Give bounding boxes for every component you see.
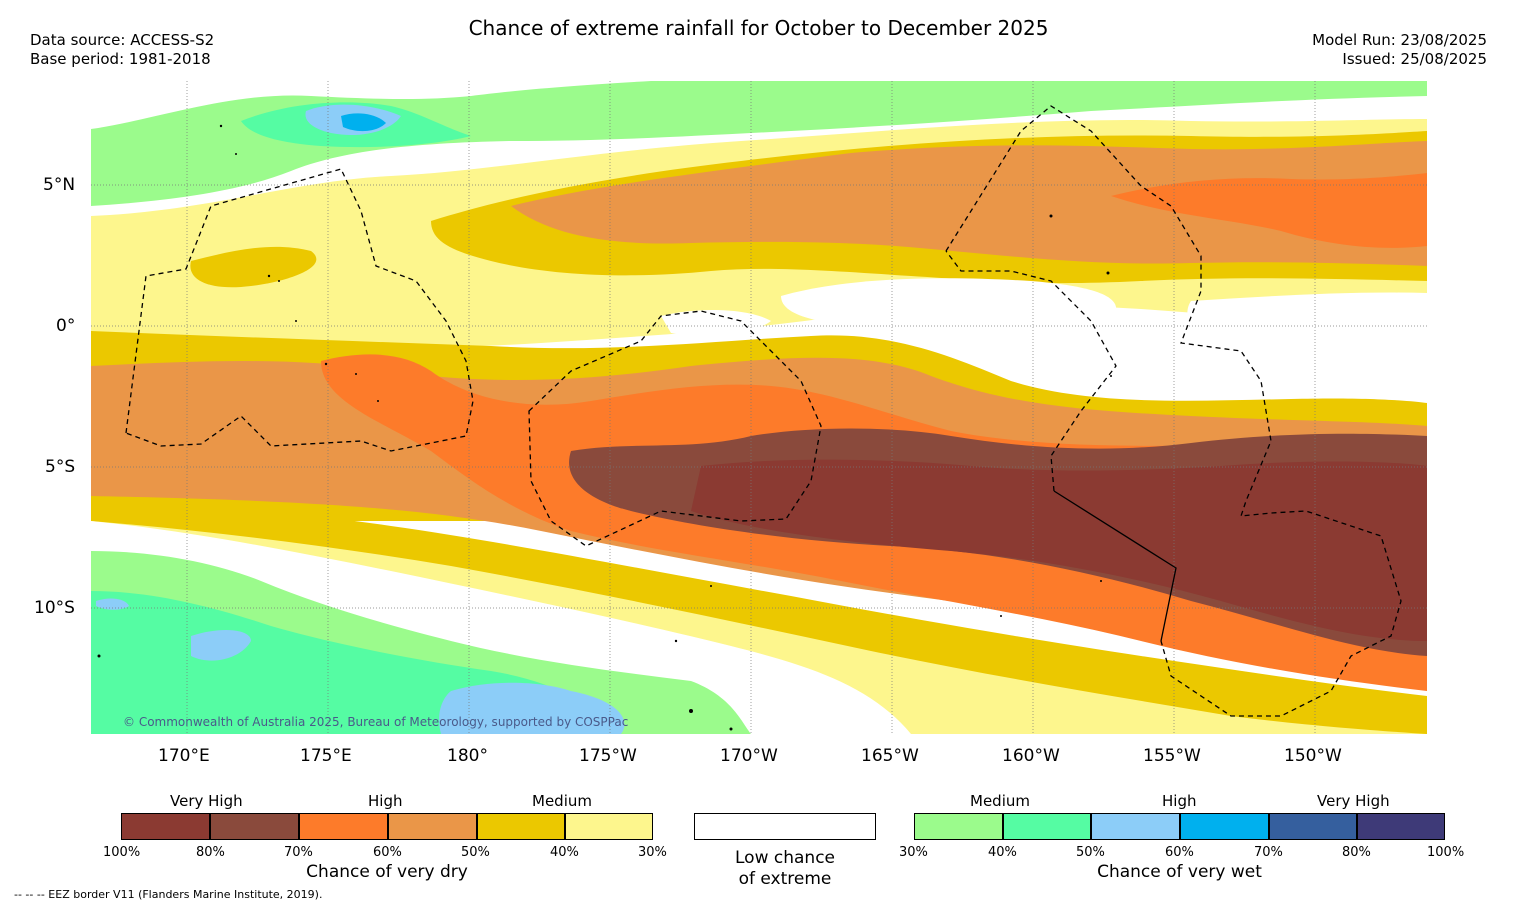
wet-tick-80: 80% [1342,845,1371,860]
base-period-text: Base period: 1981-2018 [30,50,211,68]
north-dry-high [511,141,1427,266]
dry-tick-70: 70% [284,845,313,860]
north-wet-area-4 [341,113,386,132]
lon-label-160w: 160°W [1002,746,1060,766]
island-markers [97,124,1112,731]
eez-borders [125,105,1402,717]
wet-group-high: High [1162,792,1197,810]
south-wet-very-high-2 [439,682,625,734]
dry-caption: Chance of very dry [306,862,468,882]
eez-footnote: -- -- -- EEZ border V11 (Flanders Marine… [14,888,323,901]
wet-swatch-3 [1091,813,1180,840]
south-wet-very-high-3 [96,598,129,610]
map-title: Chance of extreme rainfall for October t… [468,16,1049,40]
dry-tick-40: 40% [550,845,579,860]
north-dry-very-high [1111,173,1427,248]
wet-swatch-5 [1269,813,1357,840]
issued-text: Issued: 25/08/2025 [1342,50,1487,68]
dry-swatch-6 [565,813,653,840]
dry-extreme-core [691,459,1427,641]
wet-swatch-1 [914,813,1003,840]
dry-tick-30: 30% [638,845,667,860]
copyright-text: © Commonwealth of Australia 2025, Bureau… [123,715,628,729]
lon-label-175w: 175°W [579,746,637,766]
low-chance-patch-3 [661,309,771,336]
low-chance-patch-2 [1187,292,1427,349]
wet-tick-60: 60% [1165,845,1194,860]
wet-group-medium: Medium [970,792,1030,810]
lat-label-0: 0° [56,316,76,336]
wet-group-very-high: Very High [1317,792,1390,810]
dry-swatch-2 [210,813,299,840]
dry-group-medium: Medium [532,792,592,810]
lon-label-170e: 170°E [158,746,210,766]
lon-label-175e: 175°E [300,746,352,766]
dry-swatch-1 [121,813,210,840]
low-chance-swatch [694,813,876,840]
low-chance-patch-1 [781,278,1117,334]
dry-swatch-5 [477,813,565,840]
wet-tick-30: 30% [899,845,928,860]
lon-label-165w: 165°W [861,746,919,766]
lat-label-5n: 5°N [43,175,76,195]
dry-group-very-high: Very High [170,792,243,810]
wet-tick-100: 100% [1427,845,1465,860]
south-wet-very-high-1 [191,629,251,661]
lon-label-180: 180° [447,746,488,766]
wet-tick-50: 50% [1076,845,1105,860]
dry-group-high: High [368,792,403,810]
north-wet-area [91,81,1427,206]
dry-tick-50: 50% [461,845,490,860]
wet-swatch-6 [1357,813,1445,840]
dry-tick-60: 60% [373,845,402,860]
dry-swatch-3 [299,813,388,840]
lon-label-150w: 150°W [1284,746,1342,766]
dry-swatch-4 [388,813,477,840]
dry-tick-100: 100% [103,845,141,860]
model-run-text: Model Run: 23/08/2025 [1312,31,1487,49]
wet-tick-40: 40% [988,845,1017,860]
wet-swatch-4 [1180,813,1269,840]
lat-label-10s: 10°S [34,598,75,618]
north-dry-medium-west [190,246,317,288]
lon-label-170w: 170°W [720,746,778,766]
data-source-text: Data source: ACCESS-S2 [30,31,215,49]
low-chance-line-2: of extreme [738,869,832,889]
wet-swatch-2 [1003,813,1091,840]
dry-tick-80: 80% [196,845,225,860]
lon-label-155w: 155°W [1143,746,1201,766]
grid-lines [91,81,1427,734]
wet-caption: Chance of very wet [1097,862,1262,882]
lat-label-5s: 5°S [45,457,76,477]
low-chance-line-1: Low chance [735,848,835,868]
wet-tick-70: 70% [1254,845,1283,860]
maritime-boundary [1053,490,1177,642]
rainfall-map: © Commonwealth of Australia 2025, Bureau… [91,81,1427,734]
